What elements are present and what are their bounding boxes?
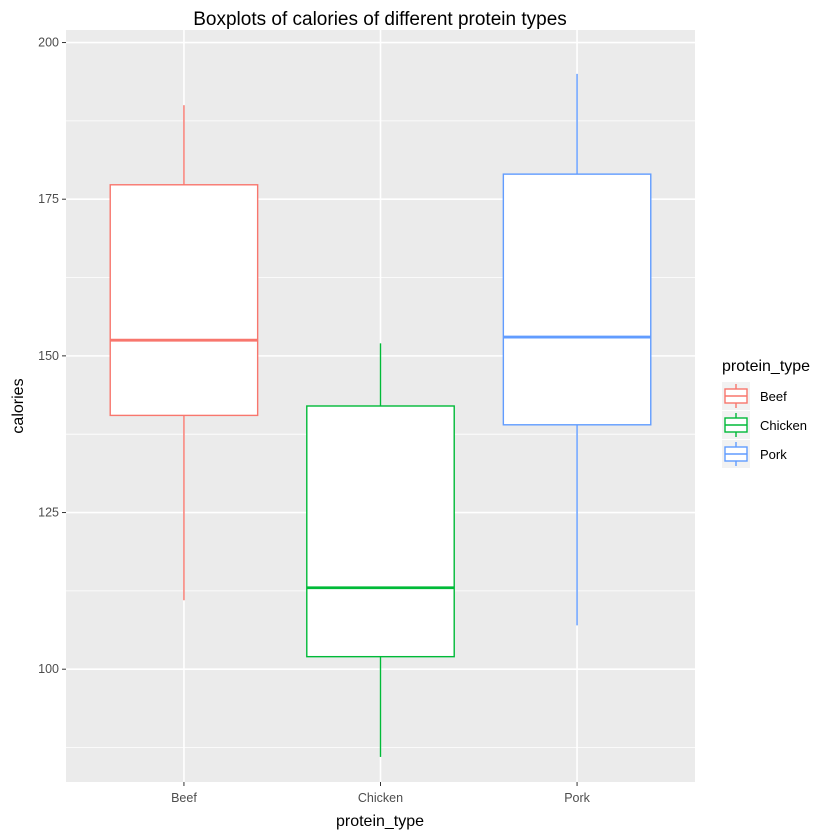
box-body xyxy=(109,184,259,417)
x-tick-label: Pork xyxy=(564,791,590,805)
chart-title: Boxplots of calories of different protei… xyxy=(193,9,567,30)
x-axis-title: protein_type xyxy=(336,813,424,830)
legend: protein_type Beef Chicken Pork xyxy=(722,358,810,468)
y-tick-label: 175 xyxy=(38,192,59,206)
x-tick-label: Beef xyxy=(171,791,197,805)
box-body xyxy=(306,405,455,658)
y-tick-label: 100 xyxy=(38,662,59,676)
legend-item-pork: Pork xyxy=(722,440,787,468)
y-tick-label: 150 xyxy=(38,349,59,363)
y-tick-label: 125 xyxy=(38,506,59,520)
box-body xyxy=(502,173,652,426)
axes: 100 125 150 175 200 Beef Chicken Pork xyxy=(38,36,591,805)
y-tick-label: 200 xyxy=(38,36,59,50)
legend-label: Pork xyxy=(760,447,787,462)
x-tick-label: Chicken xyxy=(358,791,403,805)
box-pork xyxy=(502,73,652,626)
legend-title: protein_type xyxy=(722,358,810,375)
boxes xyxy=(109,73,652,757)
box-chicken xyxy=(306,343,455,757)
legend-label: Chicken xyxy=(760,418,807,433)
legend-label: Beef xyxy=(760,389,787,404)
y-axis-title: calories xyxy=(10,378,27,433)
legend-item-beef: Beef xyxy=(722,382,787,410)
legend-item-chicken: Chicken xyxy=(722,411,807,439)
box-beef xyxy=(109,105,259,601)
